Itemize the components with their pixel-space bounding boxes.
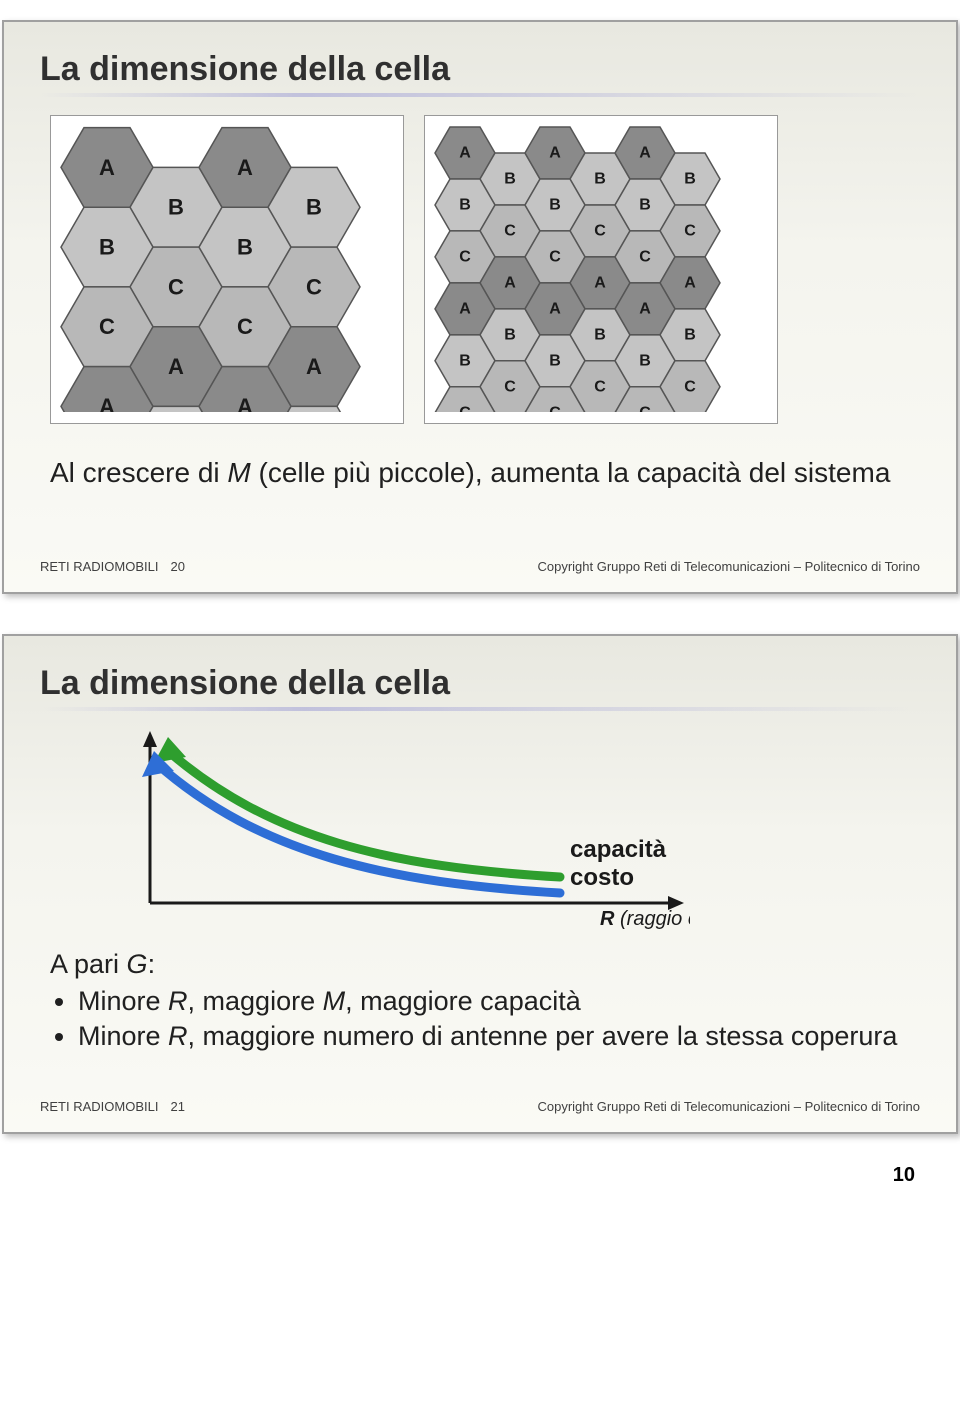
svg-text:A: A <box>237 394 253 412</box>
svg-text:C: C <box>549 404 561 412</box>
svg-text:A: A <box>504 274 516 291</box>
svg-text:B: B <box>639 196 651 213</box>
svg-text:A: A <box>639 145 651 162</box>
svg-text:C: C <box>99 314 115 339</box>
hex-grid-large: ABABBCBCCACAABAB <box>57 122 397 412</box>
hex-panels-row: A B A B B C B C C A C A A B A B A B A B A B B C B C B C C A C A C A A B A B A… <box>50 115 920 424</box>
svg-text:B: B <box>549 352 561 369</box>
hex-panel-large: ABABBCBCCACAABAB <box>50 115 404 424</box>
svg-text:B: B <box>459 196 471 213</box>
svg-text:C: C <box>594 378 606 395</box>
svg-text:B: B <box>504 170 516 187</box>
svg-text:A: A <box>99 394 115 412</box>
svg-text:C: C <box>168 274 184 299</box>
svg-text:B: B <box>306 195 322 220</box>
svg-text:B: B <box>237 235 253 260</box>
footer-right: Copyright Gruppo Reti di Telecomunicazio… <box>537 559 920 574</box>
svg-text:B: B <box>684 326 696 343</box>
svg-text:C: C <box>639 248 651 265</box>
svg-text:A: A <box>459 300 471 317</box>
slide2-title: La dimensione della cella <box>40 664 920 703</box>
lead-var: G <box>127 949 148 979</box>
footer-left: RETI RADIOMOBILI <box>40 1099 158 1114</box>
svg-text:A: A <box>594 274 606 291</box>
slide-2: La dimensione della cella capacitàcosto R… <box>2 634 958 1134</box>
footer-num: 21 <box>170 1099 184 1114</box>
svg-text:R (raggio cella): R (raggio cella) <box>600 908 690 930</box>
svg-text:A: A <box>168 354 184 379</box>
svg-text:C: C <box>504 378 516 395</box>
svg-text:C: C <box>459 404 471 412</box>
svg-text:B: B <box>594 170 606 187</box>
footer-right: Copyright Gruppo Reti di Telecomunicazio… <box>537 1099 920 1114</box>
svg-text:C: C <box>504 222 516 239</box>
bullet-1: Minore R, maggiore M, maggiore capacità <box>78 986 910 1017</box>
svg-text:C: C <box>639 404 651 412</box>
title-underline <box>40 707 920 711</box>
capacity-cost-chart: capacitàcosto R (raggio cella) <box>130 729 690 939</box>
slide1-body: Al crescere di M (celle più piccole), au… <box>50 454 910 492</box>
slide1-footer: RETI RADIOMOBILI 20 Copyright Gruppo Ret… <box>40 552 920 574</box>
body-prefix: Al crescere di <box>50 457 227 488</box>
svg-text:B: B <box>459 352 471 369</box>
footer-num: 20 <box>170 559 184 574</box>
svg-text:A: A <box>237 155 253 180</box>
lead-suffix: : <box>148 949 156 979</box>
bullets-lead: A pari G: <box>50 949 910 980</box>
page-number: 10 <box>35 1164 925 1187</box>
svg-text:C: C <box>459 248 471 265</box>
footer-left: RETI RADIOMOBILI <box>40 559 158 574</box>
svg-text:A: A <box>549 300 561 317</box>
slide-1: La dimensione della cella A B A B B C B C C A C A A B… <box>2 20 958 594</box>
svg-text:C: C <box>306 274 322 299</box>
svg-text:C: C <box>549 248 561 265</box>
svg-text:C: C <box>684 378 696 395</box>
title-underline <box>40 93 920 97</box>
svg-text:B: B <box>639 352 651 369</box>
svg-text:B: B <box>549 196 561 213</box>
svg-text:A: A <box>306 354 322 379</box>
hex-panel-small: ABABABBCBCBCCACACAABABABBCBCBCCACACA <box>424 115 778 424</box>
bullets-block: A pari G: Minore R, maggiore M, maggiore… <box>50 949 910 1052</box>
lead-prefix: A pari <box>50 949 127 979</box>
bullet-2: Minore R, maggiore numero di antenne per… <box>78 1021 910 1052</box>
svg-text:A: A <box>459 145 471 162</box>
svg-text:A: A <box>549 145 561 162</box>
svg-text:C: C <box>594 222 606 239</box>
chart-area: capacitàcosto R (raggio cella) <box>130 729 690 939</box>
slide1-title: La dimensione della cella <box>40 50 920 89</box>
svg-text:A: A <box>639 300 651 317</box>
svg-text:B: B <box>99 235 115 260</box>
body-suffix: (celle più piccole), aumenta la capacità… <box>251 457 891 488</box>
hex-grid-small: ABABABBCBCBCCACACAABABABBCBCBCCACACA <box>431 122 771 412</box>
body-var: M <box>227 457 250 488</box>
svg-text:C: C <box>684 222 696 239</box>
svg-text:B: B <box>168 195 184 220</box>
svg-text:B: B <box>684 170 696 187</box>
svg-text:capacità: capacità <box>570 836 667 863</box>
svg-text:costo: costo <box>570 864 634 891</box>
svg-text:B: B <box>594 326 606 343</box>
svg-text:A: A <box>684 274 696 291</box>
svg-text:C: C <box>237 314 253 339</box>
svg-text:B: B <box>504 326 516 343</box>
slide2-footer: RETI RADIOMOBILI 21 Copyright Gruppo Ret… <box>40 1092 920 1114</box>
svg-text:A: A <box>99 155 115 180</box>
